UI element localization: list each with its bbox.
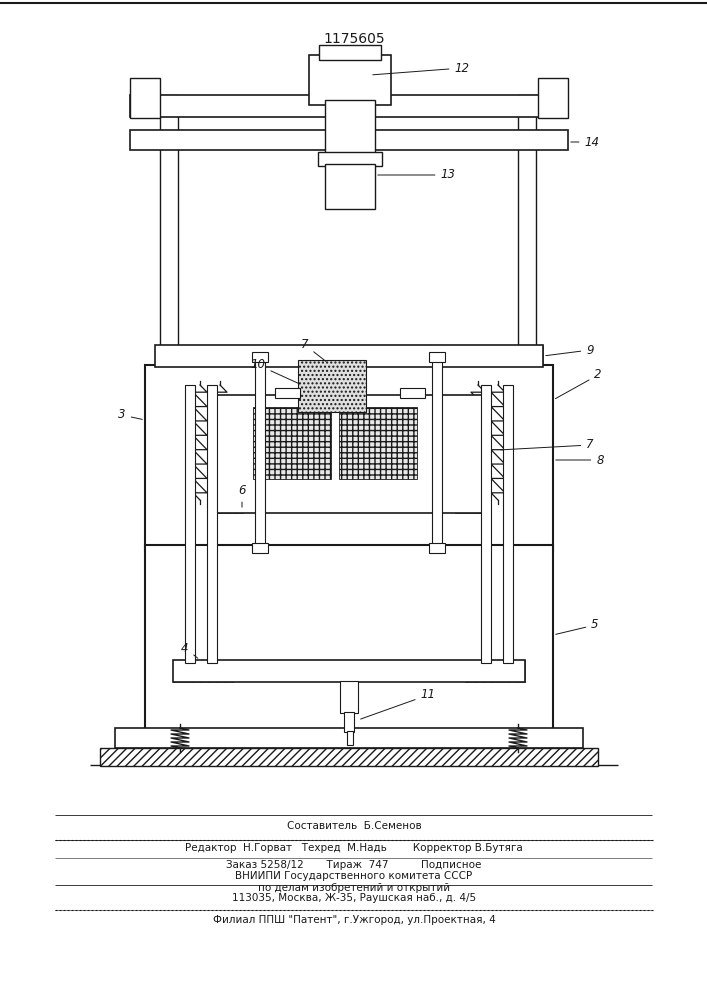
Text: 6: 6 xyxy=(238,484,246,507)
Text: по делам изобретений и открытий: по делам изобретений и открытий xyxy=(258,883,450,893)
Bar xyxy=(318,152,382,166)
Bar xyxy=(340,681,358,713)
Bar xyxy=(325,164,375,209)
Text: 9: 9 xyxy=(546,344,594,357)
Text: 13: 13 xyxy=(378,168,455,182)
Bar xyxy=(160,95,178,400)
Bar xyxy=(525,365,553,550)
Bar xyxy=(100,748,598,766)
Text: 11: 11 xyxy=(361,688,436,719)
Bar xyxy=(465,660,525,682)
Bar xyxy=(173,660,525,682)
Text: 8: 8 xyxy=(556,454,604,466)
Bar xyxy=(115,728,583,748)
Bar xyxy=(145,545,173,730)
Bar xyxy=(319,45,381,60)
Text: Заказ 5258/12       Тираж  747          Подписное: Заказ 5258/12 Тираж 747 Подписное xyxy=(226,860,481,870)
Bar xyxy=(145,365,553,387)
Bar xyxy=(130,78,160,118)
Text: Составитель  Б.Семенов: Составитель Б.Семенов xyxy=(286,821,421,831)
Bar xyxy=(207,385,217,663)
Bar xyxy=(155,345,543,367)
Text: 7: 7 xyxy=(301,338,326,361)
Text: 113035, Москва, Ж-35, Раушская наб., д. 4/5: 113035, Москва, Ж-35, Раушская наб., д. … xyxy=(232,893,476,903)
Bar xyxy=(145,528,553,550)
Text: 7: 7 xyxy=(501,438,594,452)
Text: 14: 14 xyxy=(571,135,600,148)
Bar xyxy=(130,130,568,150)
Text: Филиал ППШ "Патент", г.Ужгород, ул.Проектная, 4: Филиал ППШ "Патент", г.Ужгород, ул.Проек… xyxy=(213,915,496,925)
Bar xyxy=(455,395,483,513)
Bar xyxy=(503,385,513,663)
Bar xyxy=(252,543,268,553)
Bar xyxy=(145,545,553,730)
Text: 4: 4 xyxy=(181,642,198,658)
Bar xyxy=(538,78,568,118)
Text: 12: 12 xyxy=(373,62,469,75)
Text: 5: 5 xyxy=(556,618,599,634)
Bar xyxy=(253,407,331,479)
Bar xyxy=(298,360,366,412)
Bar xyxy=(145,365,553,550)
Bar xyxy=(481,385,491,663)
Text: Редактор  Н.Горват   Техред  М.Надь        Корректор В.Бутяга: Редактор Н.Горват Техред М.Надь Корректо… xyxy=(185,843,523,853)
Bar xyxy=(347,731,353,745)
Bar xyxy=(145,710,553,730)
Text: ВНИИПИ Государственного комитета СССР: ВНИИПИ Государственного комитета СССР xyxy=(235,871,472,881)
Text: 1175605: 1175605 xyxy=(323,32,385,46)
Bar xyxy=(339,407,417,479)
Bar xyxy=(130,95,568,117)
Text: 2: 2 xyxy=(556,368,602,399)
Text: 10: 10 xyxy=(250,359,300,384)
Bar xyxy=(252,352,268,362)
Bar xyxy=(325,100,375,155)
Bar xyxy=(145,365,173,550)
Bar xyxy=(429,543,445,553)
Bar xyxy=(309,55,391,105)
Bar xyxy=(255,355,265,550)
Bar xyxy=(432,355,442,550)
Bar xyxy=(275,388,300,398)
Bar xyxy=(155,345,543,367)
Bar xyxy=(429,352,445,362)
Bar xyxy=(344,712,354,732)
Bar xyxy=(215,395,243,513)
Bar xyxy=(400,388,425,398)
Bar xyxy=(185,385,195,663)
Bar xyxy=(518,95,536,400)
Bar xyxy=(215,395,483,513)
Bar xyxy=(173,660,233,682)
Text: 3: 3 xyxy=(118,408,142,422)
Bar xyxy=(525,545,553,730)
